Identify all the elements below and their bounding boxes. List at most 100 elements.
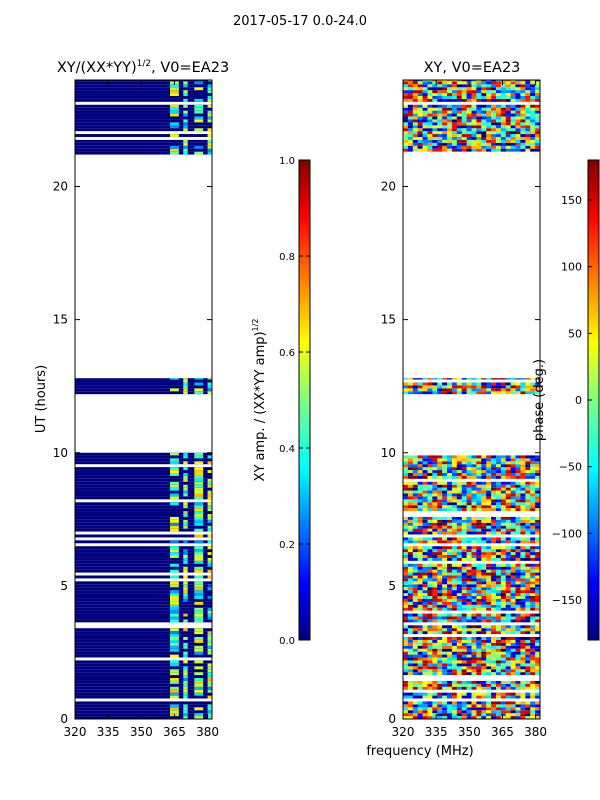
phase-cell [495, 625, 502, 629]
phase-cell [525, 464, 531, 468]
amp-signal-cell [194, 490, 204, 494]
phase-cell [505, 382, 511, 386]
phase-cell [461, 710, 467, 714]
phase-cell [535, 540, 541, 544]
phase-cell [456, 569, 463, 573]
phase-cell [427, 595, 433, 599]
amp-signal-cell [207, 128, 212, 132]
phase-cell [476, 122, 482, 126]
phase-cell [442, 116, 448, 120]
phase-cell [451, 587, 458, 591]
phase-cell [447, 616, 453, 620]
phase-y-tick-label: 5 [388, 579, 396, 593]
phase-cell [437, 128, 443, 132]
amp-row-band [75, 707, 212, 711]
phase-cell [447, 642, 453, 646]
phase-cell [530, 584, 536, 588]
phase-cell [403, 119, 409, 123]
amp-row-band [75, 107, 212, 111]
phase-cell [432, 145, 438, 149]
phase-cell [417, 660, 423, 664]
phase-cell [500, 654, 507, 658]
phase-cell [412, 461, 418, 465]
phase-cell [417, 713, 423, 717]
phase-cell [481, 549, 487, 553]
phase-cell [535, 531, 541, 535]
phase-cell [451, 663, 458, 667]
phase-cell [447, 487, 453, 491]
phase-cell [486, 666, 492, 670]
phase-cell [491, 455, 497, 459]
phase-cell [491, 499, 497, 503]
phase-cell [437, 484, 443, 488]
phase-cell [466, 710, 472, 714]
phase-cell [505, 475, 511, 479]
amp-signal-cell [183, 391, 188, 395]
phase-cell [520, 516, 526, 520]
phase-cell [486, 81, 492, 85]
phase-cell [437, 104, 443, 108]
phase-cell [500, 95, 507, 99]
phase-cell [417, 639, 423, 643]
phase-cell [505, 378, 511, 380]
phase-cell [525, 84, 531, 88]
phase-cell [407, 578, 414, 582]
phase-cell [491, 484, 497, 488]
phase-cell [510, 496, 516, 500]
phase-cell [427, 686, 433, 690]
phase-cell [432, 660, 438, 664]
phase-cell [495, 692, 502, 696]
phase-cell [476, 378, 482, 380]
phase-cell [427, 104, 433, 108]
phase-cell [447, 136, 453, 140]
phase-cell [530, 522, 536, 526]
amp-x-tick-label: 380 [196, 725, 219, 739]
phase-cell [417, 461, 423, 465]
amp-row-band [75, 677, 212, 681]
phase-cell [505, 590, 511, 594]
phase-cell [461, 134, 467, 137]
phase-cell [422, 139, 428, 143]
phase-cell [451, 648, 458, 652]
amp-signal-cell [207, 645, 212, 649]
amp-row-band [75, 125, 212, 129]
phase-cell [437, 107, 443, 111]
phase-cell [500, 713, 507, 717]
phase-cell [510, 666, 516, 670]
phase-cell [486, 481, 492, 485]
phase-cell [437, 713, 443, 717]
phase-cell [525, 90, 531, 94]
phase-cell [476, 519, 482, 523]
amp-row-band [75, 651, 212, 655]
phase-cell [510, 455, 516, 459]
amp-row-band [75, 716, 212, 719]
phase-cell [510, 475, 516, 479]
phase-cell [495, 631, 502, 635]
phase-cell [481, 666, 487, 670]
phase-cell [486, 391, 492, 395]
phase-cell [510, 575, 516, 579]
phase-cell [447, 131, 453, 135]
amp-signal-cell [170, 104, 179, 108]
phase-cell [481, 131, 487, 135]
phase-cell [466, 695, 472, 699]
phase-cell [491, 657, 497, 661]
phase-cell [412, 593, 418, 596]
phase-cell [432, 461, 438, 465]
phase-cell [412, 645, 418, 649]
phase-cell [456, 505, 463, 509]
phase-cell [412, 619, 418, 623]
phase-cell [437, 145, 443, 149]
phase-cell [412, 636, 418, 640]
phase-cell [432, 692, 438, 696]
phase-cell [525, 572, 531, 576]
phase-cell [471, 701, 477, 705]
phase-cell [476, 537, 482, 541]
phase-cell [520, 657, 526, 661]
phase-cell [515, 87, 521, 91]
phase-cell [447, 481, 453, 485]
phase-cell [515, 578, 521, 582]
phase-cb-tick-label: −150 [552, 594, 582, 607]
phase-cell [437, 385, 443, 389]
phase-cell [515, 145, 521, 149]
